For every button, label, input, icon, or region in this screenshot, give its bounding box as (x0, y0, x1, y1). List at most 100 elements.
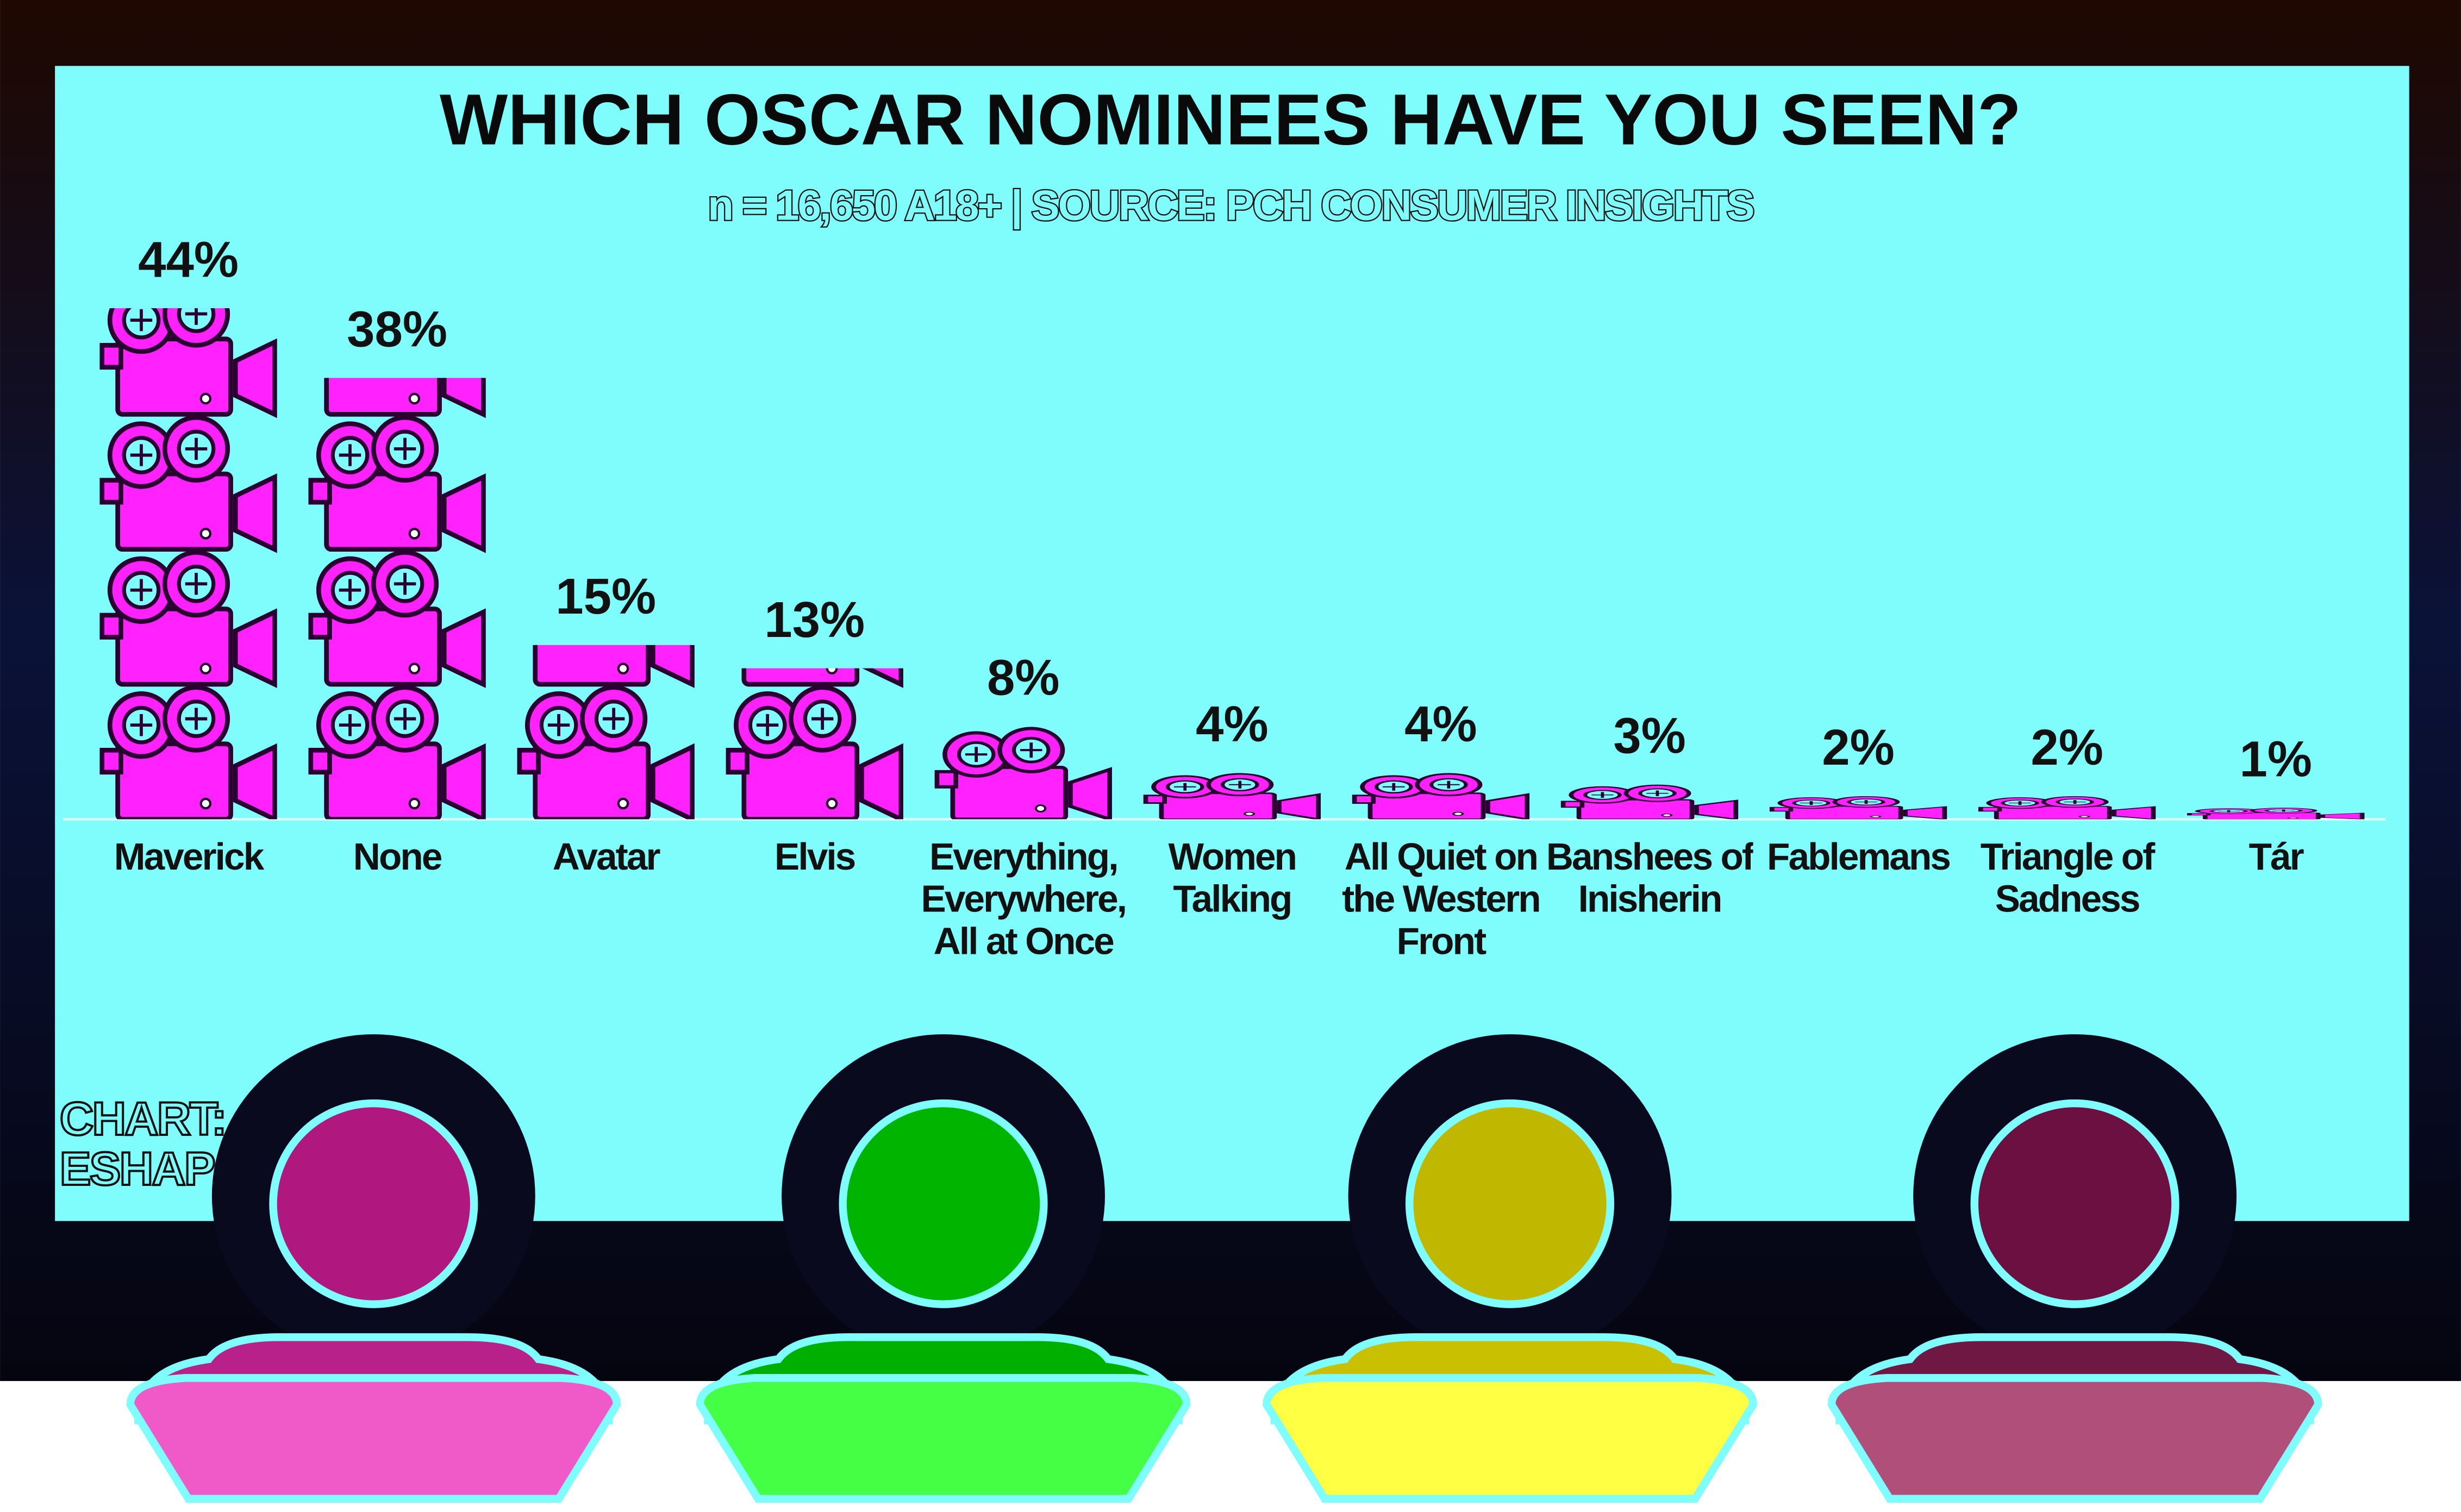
camera-tab (308, 613, 332, 640)
camera-tab (517, 747, 541, 775)
camera-reel-cross (1855, 800, 1877, 804)
camera-tab (1352, 795, 1376, 804)
value-label: 2% (2031, 719, 2103, 776)
value-label: 44% (138, 231, 239, 288)
body (1263, 1374, 1757, 1503)
camera-lens (233, 608, 277, 688)
camera-reel-cross (339, 579, 361, 601)
bar-icon (2187, 808, 2365, 820)
bar (308, 378, 486, 820)
camera-tab (2187, 813, 2211, 816)
camera-lens (233, 743, 277, 820)
camera-tab (308, 747, 332, 775)
bar (1352, 773, 1530, 820)
bar (1978, 796, 2156, 820)
camera-reel-cross (185, 708, 208, 730)
head (839, 1099, 1048, 1308)
bar (1560, 784, 1739, 820)
camera-tab (99, 613, 123, 640)
value-label: 15% (555, 568, 656, 624)
x-tick-label: Triangle of Sadness (1980, 838, 2156, 921)
camera-reel-cross (2009, 801, 2031, 805)
camera-tab (1560, 801, 1585, 808)
camera-tab (99, 747, 123, 775)
camera-lens (2112, 806, 2156, 820)
bars: 44% 38% 15% 13% 8% 4% 4% 3% 2% 2% 1% (99, 231, 2365, 820)
camera-dot (617, 797, 629, 810)
camera-lens (441, 743, 486, 820)
camera-reel-cross (185, 308, 208, 325)
camera-dot (1243, 811, 1256, 816)
camera-reel-cross (2218, 810, 2240, 813)
bar (99, 308, 277, 820)
camera-lens (1903, 806, 1947, 820)
camera-reel-cross (602, 708, 625, 730)
camera-tab (99, 342, 123, 370)
camera-reel-cross (1020, 742, 1042, 758)
camera-dot (408, 527, 421, 540)
camera-dot (826, 797, 838, 810)
camera-dot (1452, 811, 1464, 816)
camera-dot (2078, 815, 2090, 818)
x-tick-label-box: None (353, 838, 443, 879)
camera-reel-cross (393, 708, 416, 730)
value-label: 8% (987, 649, 1060, 706)
x-tick-label-box: Elvis (774, 838, 856, 879)
value-label: 2% (1822, 719, 1895, 776)
x-tick-label: Women Talking (1168, 838, 1297, 921)
x-tick-label-box: Women Talking (1168, 838, 1297, 921)
camera-dot (1660, 814, 1673, 817)
camera-lens (1485, 793, 1530, 820)
camera-reel-cross (756, 714, 779, 736)
camera-dot (826, 668, 838, 674)
x-tick-label-box: Banshees of Inisherin (1546, 838, 1753, 921)
x-tick-label-box: Tár (2249, 838, 2304, 879)
camera-dot (199, 663, 212, 674)
camera-reel-cross (547, 714, 570, 736)
chart-subtitle: n = 16,650 A18+ | SOURCE: PCH CONSUMER I… (708, 181, 1753, 229)
camera-tab (726, 747, 749, 775)
camera-reel-cross (130, 714, 153, 736)
camera-reel-cross (1438, 780, 1460, 789)
camera-reel-cross (130, 444, 153, 466)
camera-reel-cross (811, 708, 834, 730)
camera-dot (408, 392, 421, 405)
camera-lens (441, 608, 486, 688)
camera-reel-cross (2064, 800, 2086, 804)
camera-reel-cross (339, 444, 361, 466)
camera-reel-cross (2272, 809, 2295, 812)
x-tick-label: Elvis (774, 838, 856, 879)
camera-dot (408, 797, 421, 810)
bar (2187, 808, 2365, 820)
x-tick-label: Banshees of Inisherin (1546, 838, 1753, 921)
x-tick-label: All Quiet on the Western Front (1342, 838, 1541, 964)
value-label: 1% (2239, 730, 2312, 787)
bar-icon (934, 727, 1112, 820)
bar-icon (1352, 773, 1530, 820)
camera-reel-cross (130, 579, 153, 601)
bar (934, 727, 1112, 820)
camera-tab (99, 478, 123, 505)
camera-tab (1143, 795, 1167, 804)
camera-lens (650, 743, 695, 820)
bar-icon (1560, 784, 1739, 820)
camera-lens (441, 473, 486, 553)
x-tick-label: Everything, Everywhere, All at Once (921, 838, 1127, 964)
camera-lens (859, 743, 903, 820)
camera-reel-cross (393, 573, 416, 595)
camera-lens (650, 645, 695, 688)
camera-reel-cross (1229, 780, 1251, 789)
camera-lens (1694, 799, 1739, 820)
x-tick-label: Fablemans (1767, 838, 1951, 879)
camera-reel-cross (1174, 783, 1196, 791)
camera-lens (441, 378, 486, 418)
camera-lens (1277, 793, 1321, 820)
camera-dot (199, 392, 212, 405)
camera-dot (1870, 815, 1882, 818)
value-label: 3% (1613, 708, 1686, 764)
camera-reel-cross (339, 714, 361, 736)
head (269, 1099, 478, 1308)
x-tick-label-box: All Quiet on the Western Front (1342, 838, 1541, 964)
